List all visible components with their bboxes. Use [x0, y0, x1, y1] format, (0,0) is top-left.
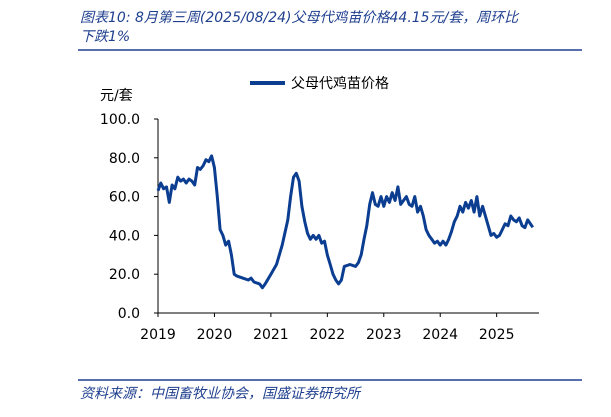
y-tick-label: 0.0: [118, 306, 140, 322]
line-series: [156, 154, 535, 290]
chart-title: 图表10: 8月第三周(2025/08/24)父母代鸡苗价格44.15元/套，周…: [80, 10, 520, 45]
legend-label: 父母代鸡苗价格: [291, 75, 389, 92]
x-tick-label: 2023: [366, 327, 402, 343]
x-tick-label: 2020: [197, 327, 233, 343]
y-tick-label: 20.0: [109, 267, 140, 283]
y-unit: 元/套: [100, 88, 133, 104]
source: 资料来源：中国畜牧业协会，国盛证券研究所: [80, 386, 362, 402]
y-tick-label: 60.0: [109, 190, 140, 206]
x-tick-label: 2019: [140, 327, 176, 343]
y-tick-label: 80.0: [109, 151, 140, 167]
y-tick-label: 100.0: [100, 112, 140, 128]
x-tick-label: 2024: [422, 327, 458, 343]
x-tick-label: 2022: [310, 327, 346, 343]
x-tick-label: 2021: [253, 327, 289, 343]
y-tick-label: 40.0: [109, 228, 140, 244]
x-tick-label: 2025: [479, 327, 515, 343]
